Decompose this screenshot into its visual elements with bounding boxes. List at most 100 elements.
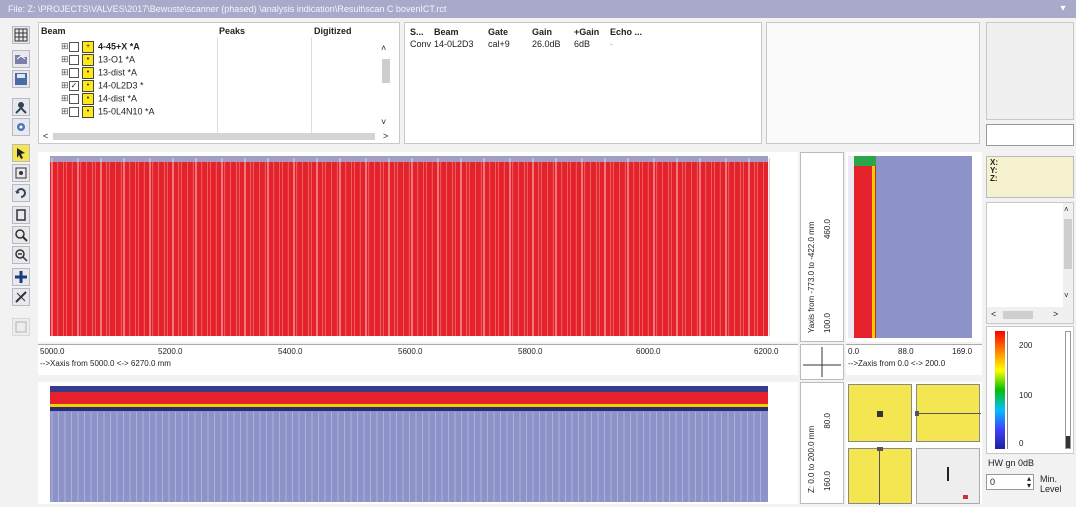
checkbox[interactable] [69,93,79,104]
list-item[interactable]: ⊞ • 13-O1 *A [59,53,157,66]
list-item[interactable]: ⊞ ✓ • 14-0L2D3 * [59,79,157,92]
scroll-right-icon[interactable]: > [1053,309,1059,319]
zoom-out-icon[interactable] [12,246,30,264]
cscan-image[interactable] [38,152,798,342]
window-title-bar: File: Z: \PROJECTS\VALVES\2017\Bewuste\s… [0,0,1076,18]
gate-header[interactable]: Gate [488,27,509,37]
scroll-thumb[interactable] [53,133,375,140]
horizontal-scrollbar[interactable]: < > [987,307,1073,323]
coord-legend: X: Y: Z: [986,156,1074,198]
beam-type-icon: • [82,66,94,79]
quad-panel-bottom-right[interactable] [916,448,980,504]
expand-icon[interactable]: ⊞ [61,79,69,90]
checkbox[interactable] [69,41,79,52]
gear-icon[interactable] [12,118,30,136]
expand-icon[interactable]: ⊞ [61,66,69,77]
table-row[interactable]: Conv 14-0L2D3 cal+9 26.0dB 6dB - [409,38,651,50]
cscan-view[interactable] [38,152,798,342]
indicator-dot [963,495,968,499]
expand-icon[interactable]: ⊞ [61,92,69,103]
zaxis-bar: 0.0 88.0 169.0 -->Zaxis from 0.0 <-> 200… [846,344,982,375]
tree-horizontal-scrollbar[interactable]: < > [39,131,393,143]
level-slider[interactable] [1065,331,1071,449]
preview-panel [766,22,980,144]
side-red-band [854,156,876,338]
beam-header[interactable]: Beam [434,27,459,37]
scroll-up-icon[interactable]: ˄ [1064,205,1069,214]
beam-label: 13-dist *A [98,66,138,77]
crosshair-icon[interactable] [12,268,30,286]
beam-column-header[interactable]: Beam [41,26,66,36]
quad-panel-top-right[interactable] [915,384,981,442]
window-title: File: Z: \PROJECTS\VALVES\2017\Bewuste\s… [8,4,447,14]
measure-icon[interactable] [12,288,30,306]
window-menu-button[interactable]: ▾ [1060,3,1066,14]
gain-header[interactable]: Gain [532,27,553,37]
tree-vertical-scrollbar[interactable]: ˄ ˅ [381,37,393,133]
bscan-view[interactable] [38,382,798,504]
echo-header[interactable]: Echo ... [610,27,643,37]
view-icon[interactable] [12,164,30,182]
scroll-up-icon[interactable]: ˄ [381,43,387,53]
save-icon[interactable] [12,70,30,88]
side-view[interactable] [846,152,982,342]
side-yellow-edge [872,156,875,338]
digitized-column-header[interactable]: Digitized [314,26,352,36]
position-marker [877,411,883,417]
crosshair-box[interactable] [800,344,844,380]
beam-type-icon: • [82,92,94,105]
scroll-down-icon[interactable]: ˅ [1064,291,1069,300]
bscan-axis-label: Z: 0.0 to 200.0 mm [807,425,816,493]
list-item[interactable]: ⊞ • 15-0L4N10 *A [59,105,157,118]
scroll-left-icon[interactable]: < [991,309,997,319]
beam-label: 4-45+X *A [98,40,140,51]
zoom-in-icon[interactable] [12,226,30,244]
scroll-thumb[interactable] [382,59,390,83]
list-item[interactable]: ⊞ • 13-dist *A [59,66,157,79]
open-icon[interactable] [12,50,30,68]
rotate-icon[interactable] [12,206,30,224]
zaxis-label: -->Zaxis from 0.0 <-> 200.0 [848,359,946,368]
table-cell: - [610,39,613,49]
vertical-scrollbar[interactable]: ˄ ˅ [1063,203,1073,307]
beam-type-icon: + [82,40,94,53]
zaxis-tick: 0.0 [848,347,860,356]
xaxis-bar: 5000.0 5200.0 5400.0 5600.0 5800.0 6000.… [38,344,798,375]
xaxis-tick: 5200.0 [158,347,183,356]
checkbox[interactable] [69,54,79,65]
scroll-thumb[interactable] [1064,219,1072,269]
list-item[interactable]: ⊞ • 14-dist *A [59,92,157,105]
undo-icon[interactable] [12,184,30,202]
scroll-left-icon[interactable]: < [43,131,49,141]
xaxis-tick: 5400.0 [278,347,303,356]
cursor-icon[interactable] [12,144,30,162]
list-item[interactable]: ⊞ +4-45+X *A [59,40,157,53]
quad-panel-bottom-left[interactable] [848,447,912,505]
scroll-thumb[interactable] [1003,311,1033,319]
grid-icon[interactable] [12,26,30,44]
quad-view[interactable] [846,382,982,505]
table-cell: 14-0L2D3 [434,39,474,49]
peaks-column-header[interactable]: Peaks [219,26,246,36]
gain-input[interactable]: 0 ▴ ▾ [986,474,1034,490]
s-header[interactable]: S... [410,27,424,37]
expand-icon[interactable]: ⊞ [61,53,69,64]
plus-gain-header[interactable]: +Gain [574,27,600,37]
info-input[interactable] [986,124,1074,146]
level-thumb[interactable] [1066,436,1070,448]
checkbox-checked[interactable]: ✓ [69,80,79,91]
scroll-right-icon[interactable]: > [383,131,389,141]
spin-icon[interactable]: ▴ ▾ [1026,474,1031,490]
expand-icon[interactable]: ⊞ [61,40,69,51]
indicator-mark [947,467,949,481]
gain-value: 0 [990,477,996,487]
probe-icon[interactable] [12,98,30,116]
quad-panel-top-left[interactable] [848,384,912,442]
scroll-down-icon[interactable]: ˅ [381,117,387,127]
expand-icon[interactable]: ⊞ [61,105,69,116]
checkbox[interactable] [69,106,79,117]
bscan-image[interactable] [38,382,798,504]
side-view-image[interactable] [846,152,982,342]
checkbox[interactable] [69,67,79,78]
bscan-red-band [50,392,768,404]
